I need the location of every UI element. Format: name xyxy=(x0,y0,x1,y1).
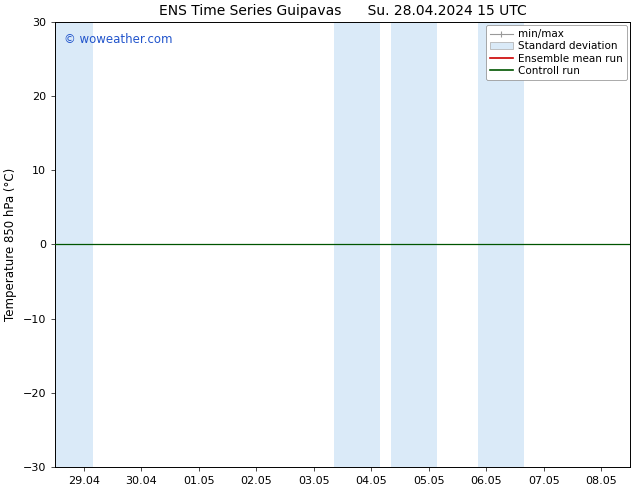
Y-axis label: Temperature 850 hPa (°C): Temperature 850 hPa (°C) xyxy=(4,168,17,321)
Bar xyxy=(55,22,93,467)
Legend: min/max, Standard deviation, Ensemble mean run, Controll run: min/max, Standard deviation, Ensemble me… xyxy=(486,25,626,80)
Bar xyxy=(477,22,524,467)
Text: © woweather.com: © woweather.com xyxy=(64,33,172,46)
Bar xyxy=(391,22,437,467)
Title: ENS Time Series Guipavas      Su. 28.04.2024 15 UTC: ENS Time Series Guipavas Su. 28.04.2024 … xyxy=(158,4,526,18)
Bar xyxy=(334,22,380,467)
